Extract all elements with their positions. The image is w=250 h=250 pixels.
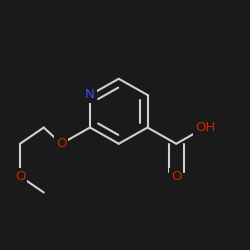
Text: O: O [171, 170, 181, 183]
Text: O: O [15, 170, 25, 183]
Text: N: N [85, 88, 95, 102]
Text: O: O [56, 137, 66, 150]
Text: OH: OH [195, 121, 215, 134]
